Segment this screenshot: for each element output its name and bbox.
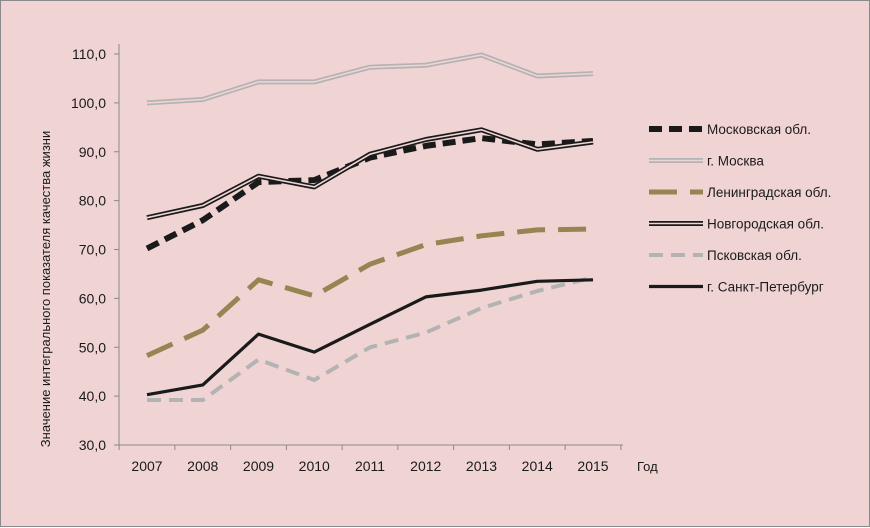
y-tick-label: 80,0 bbox=[79, 193, 106, 209]
x-tick-label: 2013 bbox=[466, 458, 497, 474]
legend-label: Новгородская обл. bbox=[707, 217, 824, 232]
series-line-3 bbox=[146, 127, 594, 221]
y-axis-title: Значение интегрального показателя качест… bbox=[38, 131, 53, 447]
y-tick-label: 50,0 bbox=[79, 339, 106, 355]
legend-label: г. Москва bbox=[707, 154, 764, 169]
legend-label: г. Санкт-Петербург bbox=[707, 280, 824, 295]
y-tick-label: 70,0 bbox=[79, 242, 106, 258]
y-tick-label: 110,0 bbox=[72, 46, 106, 62]
x-tick-label: 2008 bbox=[187, 458, 218, 474]
legend-label: Ленинградская обл. bbox=[707, 185, 831, 200]
x-axis-title: Год bbox=[637, 459, 658, 474]
x-tick-label: 2009 bbox=[243, 458, 274, 474]
x-tick-label: 2014 bbox=[522, 458, 553, 474]
x-tick-label: 2010 bbox=[299, 458, 330, 474]
y-tick-label: 30,0 bbox=[79, 437, 106, 453]
series-line-3-inner bbox=[146, 129, 594, 219]
series-line-1-inner bbox=[146, 54, 594, 104]
series-line-4 bbox=[147, 275, 594, 402]
x-tick-label: 2015 bbox=[577, 458, 608, 474]
x-tick-label: 2012 bbox=[410, 458, 441, 474]
series-line-0 bbox=[145, 135, 594, 252]
legend-label: Псковская обл. bbox=[707, 248, 802, 263]
y-tick-label: 40,0 bbox=[79, 388, 106, 404]
legend-label: Московская обл. bbox=[707, 122, 811, 137]
y-tick-label: 100,0 bbox=[71, 95, 106, 111]
y-tick-label: 60,0 bbox=[79, 290, 106, 306]
x-tick-label: 2011 bbox=[355, 458, 385, 474]
series-line-5 bbox=[146, 278, 594, 397]
series-line-2 bbox=[145, 226, 594, 358]
x-tick-label: 2007 bbox=[131, 458, 162, 474]
y-tick-label: 90,0 bbox=[79, 144, 106, 160]
